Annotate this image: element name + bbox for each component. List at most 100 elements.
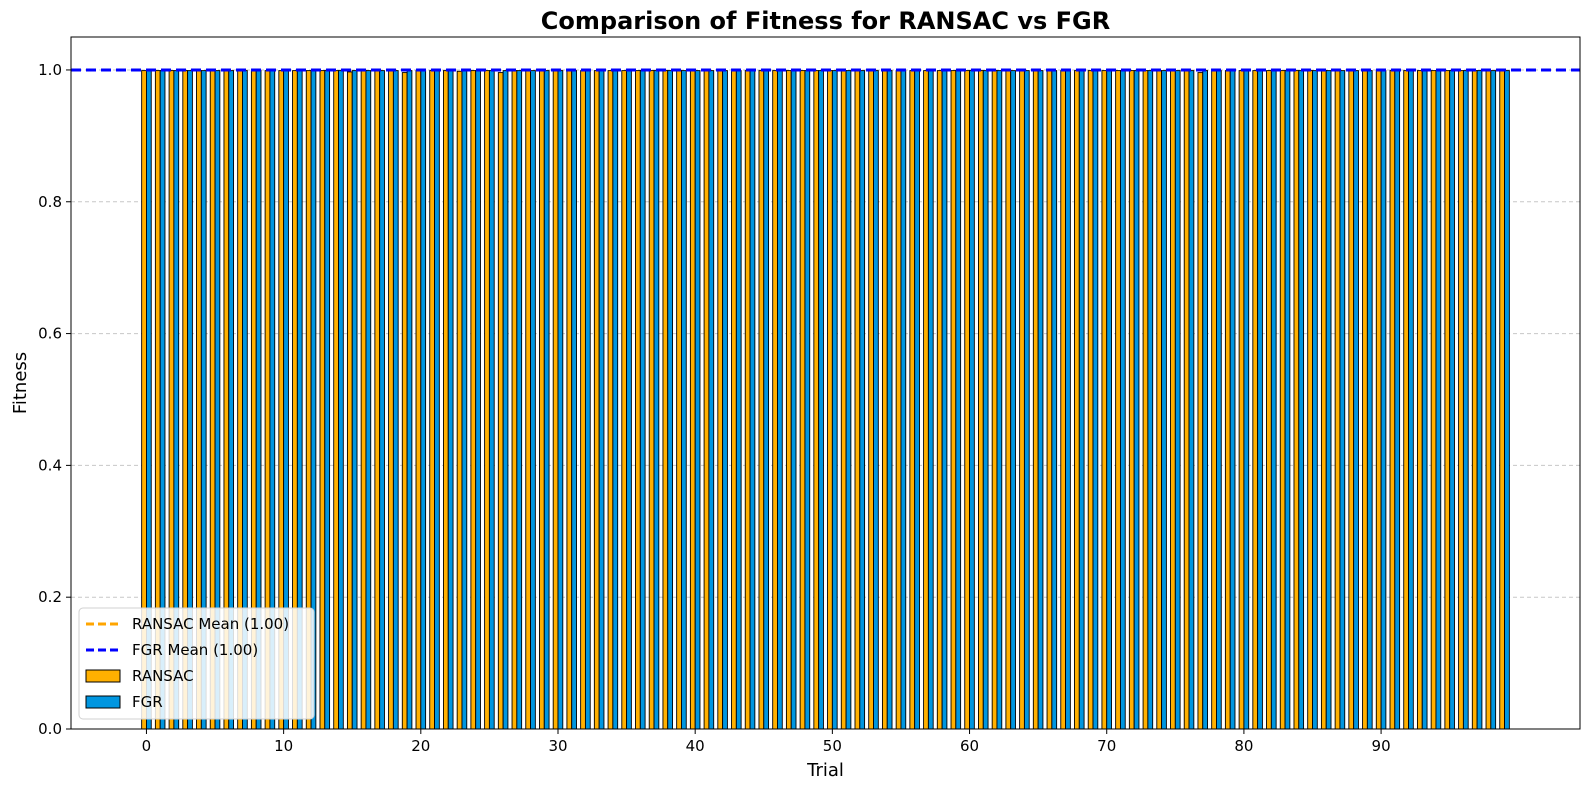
fgr-bar: [777, 70, 783, 730]
ransac-bar: [1389, 70, 1396, 730]
fgr-bar: [1325, 70, 1332, 730]
fgr-bar: [420, 70, 427, 730]
fgr-bar: [1284, 70, 1291, 730]
ransac-bar: [374, 70, 381, 730]
ransac-bar: [1019, 70, 1025, 730]
fgr-bar: [969, 70, 975, 730]
fgr-bar: [1188, 70, 1195, 730]
x-axis-label: Trial: [806, 760, 844, 781]
fgr-bar: [1257, 70, 1263, 730]
ransac-bar: [319, 70, 326, 730]
x-tick-label: 40: [686, 737, 705, 755]
fgr-bar: [434, 70, 440, 730]
ransac-bar: [799, 70, 806, 730]
ticks-layer: 0.0 0.2 0.4 0.6 0.8 1.0 0 10 20 30 40 50 60 70 80 90: [38, 61, 1390, 755]
fgr-bar: [763, 70, 770, 730]
fgr-bar: [1037, 70, 1044, 730]
bars-layer: [141, 70, 1510, 730]
fgr-bar: [502, 70, 509, 730]
ransac-bar: [991, 70, 998, 730]
ransac-bar: [1320, 70, 1327, 730]
ransac-bar: [429, 70, 435, 730]
x-tick-label: 10: [274, 737, 293, 755]
fgr-bar: [461, 70, 468, 730]
fgr-bar: [488, 70, 495, 730]
x-tick-label: 60: [960, 737, 979, 755]
ransac-bar: [1362, 70, 1368, 730]
legend-label: RANSAC Mean (1.00): [132, 615, 289, 633]
ransac-bar: [1348, 70, 1355, 730]
ransac-bar: [813, 70, 820, 730]
fgr-bar: [694, 70, 701, 730]
ransac-bar: [1458, 70, 1464, 730]
ransac-bar: [401, 72, 408, 730]
ransac-bar: [854, 70, 861, 730]
ransac-bar: [744, 70, 751, 730]
fgr-bar: [818, 70, 824, 730]
fgr-bar: [351, 70, 358, 730]
ransac-bar: [1238, 70, 1245, 730]
ransac-bar: [758, 70, 765, 730]
ransac-bar: [1115, 70, 1121, 730]
ransac-bar: [333, 70, 339, 730]
fgr-bar: [1202, 70, 1209, 730]
fgr-bar: [598, 70, 605, 730]
fgr-bar: [722, 70, 728, 730]
ransac-bar: [1293, 70, 1300, 730]
fgr-bar: [859, 70, 866, 730]
ransac-bar: [525, 70, 532, 730]
ransac-bar: [1170, 70, 1176, 730]
fgr-bar: [831, 70, 838, 730]
ransac-bar: [1087, 70, 1094, 730]
fgr-bar: [365, 70, 372, 730]
ransac-bar: [1471, 70, 1478, 730]
legend-bar-swatch: [85, 669, 121, 683]
ransac-bar: [1060, 70, 1067, 730]
ransac-bar: [1074, 70, 1080, 730]
x-tick-label: 50: [823, 737, 842, 755]
fgr-bar: [1119, 70, 1126, 730]
fgr-bar: [900, 70, 907, 730]
ransac-bar: [978, 70, 984, 730]
fgr-bar: [338, 70, 344, 730]
fgr-bar: [1298, 70, 1305, 730]
ransac-bar: [1430, 70, 1437, 730]
ransac-bar: [388, 70, 394, 730]
fgr-bar: [1339, 70, 1346, 730]
ransac-bar: [840, 70, 847, 730]
x-tick-label: 70: [1097, 737, 1116, 755]
fgr-bar: [1023, 70, 1030, 730]
ransac-bar: [1197, 72, 1204, 730]
ransac-bar: [635, 70, 641, 730]
ransac-bar: [964, 70, 970, 730]
ransac-bar: [593, 70, 600, 730]
ransac-bar: [676, 70, 682, 730]
y-tick-label: 0.8: [38, 193, 62, 211]
fgr-bar: [955, 70, 962, 730]
ransac-bar: [1499, 70, 1506, 730]
fgr-bar: [708, 70, 715, 730]
fgr-bar: [1366, 70, 1373, 730]
fgr-bar: [1449, 70, 1455, 730]
ransac-bar: [607, 70, 614, 730]
ransac-bar: [1266, 70, 1272, 730]
fgr-bar: [1504, 70, 1510, 730]
ransac-bar: [772, 70, 778, 730]
ransac-bar: [552, 70, 559, 730]
fgr-bar: [1092, 70, 1099, 730]
ransac-bar: [1252, 70, 1259, 730]
fgr-bar: [447, 70, 454, 730]
fgr-bar: [1229, 70, 1236, 730]
fgr-bar: [790, 70, 797, 730]
ransac-bar: [1334, 70, 1341, 730]
ransac-bar: [580, 70, 586, 730]
ransac-bar: [717, 70, 724, 730]
ransac-bar: [1403, 70, 1409, 730]
ransac-bar: [415, 70, 422, 730]
ransac-bar: [1156, 70, 1163, 730]
legend-box: [78, 607, 315, 720]
fgr-bar: [1051, 70, 1058, 730]
ransac-bar: [648, 70, 655, 730]
fgr-bar: [1010, 70, 1016, 730]
ransac-bar: [497, 72, 504, 730]
